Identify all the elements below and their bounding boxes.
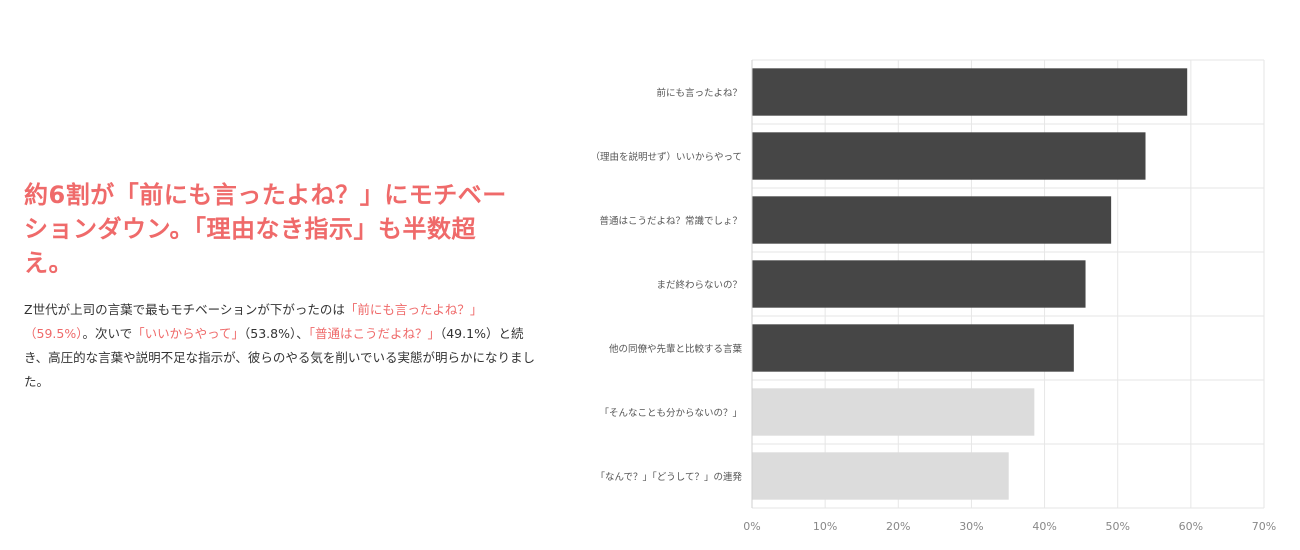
headline: 約6割が「前にも言ったよね？」にモチベー ションダウン。「理由なき指示」も半数超… [24, 178, 544, 280]
bar-chart: 0% 10% 20% 30% 40% 50% 60% 70% 前にも言ったよね？ （理由を説明せず… [580, 50, 1290, 545]
headline-line-1: 約6割が「前にも言ったよね？」にモチベー [24, 181, 507, 209]
bar [752, 388, 1035, 436]
description-text-3: （53.8%）、 [244, 326, 309, 341]
category-label: （理由を説明せず）いいからやって [590, 151, 742, 163]
description-text-2: 。次いで [82, 326, 133, 341]
category-label: 前にも言ったよね？ [656, 87, 742, 99]
category-label: 「なんで？」「どうして？」の連発 [596, 471, 743, 483]
bar [752, 132, 1146, 180]
description: Z世代が上司の言葉で最もモチベーションが下がったのは「前にも言ったよね？」（59… [24, 298, 544, 394]
category-label: まだ終わらないの？ [656, 279, 742, 291]
category-label: 「そんなことも分からないの？」 [599, 408, 742, 419]
description-text-1: Z世代が上司の言葉で最もモチベーションが下がったのは [24, 302, 345, 317]
bar [752, 260, 1086, 308]
headline-line-3: え。 [24, 249, 73, 277]
bar [752, 452, 1009, 500]
x-tick-label: 60% [1179, 520, 1203, 533]
bar [752, 68, 1188, 116]
description-highlight-1: 「前にも言ったよね？」（59.5%） [24, 302, 483, 341]
x-tick-label: 40% [1032, 520, 1056, 533]
summary-panel: 約6割が「前にも言ったよね？」にモチベー ションダウン。「理由なき指示」も半数超… [24, 178, 544, 394]
bar [752, 196, 1112, 244]
x-tick-label: 0% [743, 520, 760, 533]
x-tick-label: 10% [813, 520, 837, 533]
description-highlight-3: 「普通はこうだよね？」 [308, 326, 440, 341]
category-label: 普通はこうだよね？常識でしょ？ [599, 215, 742, 227]
x-tick-label: 20% [886, 520, 910, 533]
x-tick-label: 30% [959, 520, 983, 533]
bar [752, 324, 1074, 372]
x-tick-label: 70% [1252, 520, 1276, 533]
headline-line-2: ションダウン。「理由なき指示」も半数超 [24, 215, 477, 243]
description-text-4: （49.1%）と続き、高圧的な言葉や説明不足な指示が、彼らのやる気を削いでいる実… [24, 326, 536, 389]
bar-chart-svg: 0% 10% 20% 30% 40% 50% 60% 70% 前にも言ったよね？ （理由を説明せず… [590, 59, 1276, 533]
category-label: 他の同僚や先輩と比較する言葉 [609, 343, 743, 355]
x-tick-label: 50% [1105, 520, 1129, 533]
description-highlight-2: 「いいからやって」 [132, 326, 244, 341]
